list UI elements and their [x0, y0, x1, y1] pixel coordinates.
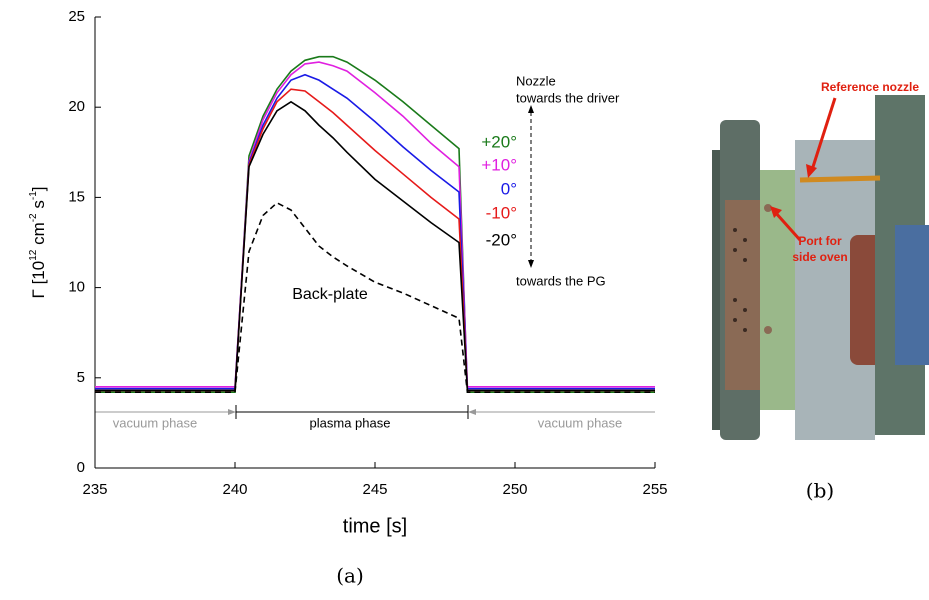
phase-label: plasma phase — [310, 415, 391, 430]
y-tick-label: 5 — [77, 369, 85, 386]
series-label: -20° — [486, 230, 517, 249]
x-tick-label: 245 — [362, 481, 387, 498]
data-line — [95, 203, 655, 392]
data-line — [95, 102, 655, 391]
y-tick-label: 25 — [68, 8, 85, 25]
panel-label: (a) — [336, 564, 364, 588]
annotation: towards the driver — [516, 90, 620, 105]
device-illustration — [712, 95, 929, 440]
series-label: Back-plate — [292, 286, 368, 303]
y-axis-label-part: s — [29, 200, 48, 213]
phase-arrows — [95, 105, 655, 419]
image-label: Port for — [798, 234, 842, 248]
annotation: Nozzle — [516, 73, 556, 88]
data-line — [95, 62, 655, 387]
series-label: 0° — [501, 179, 517, 198]
y-tick-label: 15 — [68, 188, 85, 205]
data-line — [95, 89, 655, 390]
x-tick-label: 235 — [82, 481, 107, 498]
y-axis-label-part: 12 — [28, 249, 39, 261]
series-label: +20° — [481, 132, 517, 151]
y-axis-label-part: Γ [10 — [29, 261, 48, 299]
y-tick-label: 20 — [68, 98, 85, 115]
y-axis-label: Γ [1012 cm-2 s-1] — [28, 186, 49, 298]
phase-label: vacuum phase — [538, 415, 623, 430]
x-tick-label: 255 — [642, 481, 667, 498]
series-label: +10° — [481, 155, 517, 174]
image-label: Reference nozzle — [821, 80, 919, 94]
series-label: -10° — [486, 203, 517, 222]
phase-label: vacuum phase — [113, 415, 198, 430]
x-axis-label: time [s] — [343, 515, 407, 537]
y-axis-label-part: cm — [29, 222, 48, 249]
x-tick-label: 240 — [222, 481, 247, 498]
data-line — [95, 57, 655, 393]
y-tick-label: 0 — [77, 459, 85, 476]
data-line — [95, 75, 655, 389]
x-tick-label: 250 — [502, 481, 527, 498]
image-label: side oven — [792, 250, 847, 264]
panel-label: (b) — [806, 479, 834, 503]
figure: Reference nozzle Port for side oven (b) … — [0, 0, 929, 595]
annotation: towards the PG — [516, 273, 606, 288]
y-tick-label: 10 — [68, 279, 85, 296]
y-axis-label-part: ] — [29, 186, 48, 191]
